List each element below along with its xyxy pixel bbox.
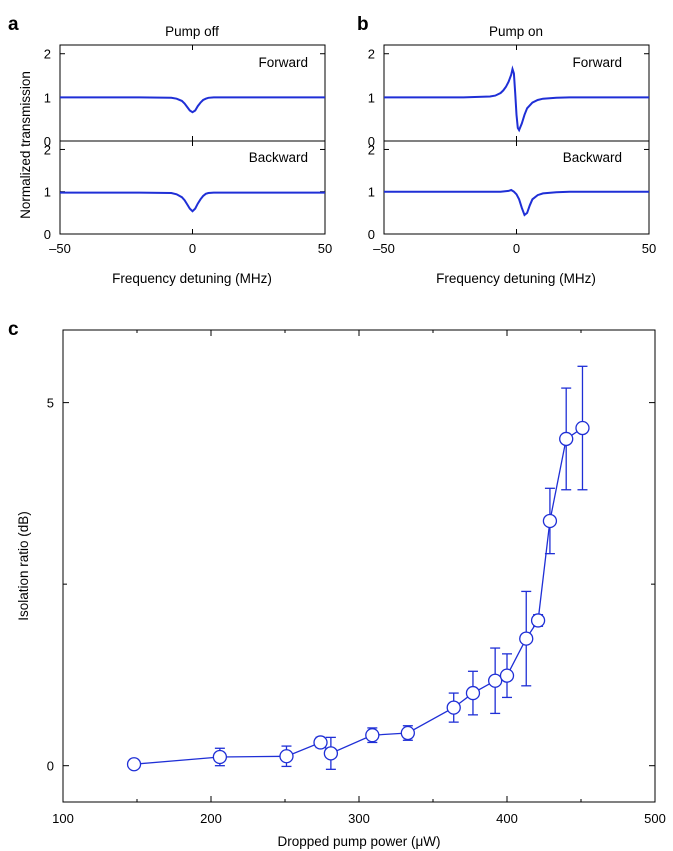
panel-b-forward-trace <box>384 65 649 133</box>
panel-b-backward-label: Backward <box>563 150 622 165</box>
panel-c: 100 200 300 400 500 0 5 Isolation ratio (dB) D… <box>16 329 666 849</box>
y-tick-label: 0 <box>47 759 54 774</box>
data-point <box>126 757 142 772</box>
data-point <box>575 420 590 436</box>
data-point <box>530 613 546 628</box>
panel-b-forward-ticks: 0 1 2 <box>368 45 650 149</box>
data-point <box>279 749 294 764</box>
panel-a-title: Pump off <box>165 24 219 39</box>
panel-b-title: Pump on <box>489 24 543 39</box>
panel-b-forward-label: Forward <box>572 55 622 70</box>
panel-label-b: b <box>357 14 369 35</box>
panel-c-xlabel: Dropped pump power (μW) <box>277 834 440 849</box>
y-tick-label: 1 <box>44 185 51 200</box>
x-tick-label: –50 <box>49 241 71 256</box>
panel-b-x-ticks: –50 0 50 <box>373 241 656 256</box>
data-point <box>465 685 481 701</box>
panel-a-x-ticks: –50 0 50 <box>49 241 332 256</box>
x-tick-label: 0 <box>189 241 196 256</box>
x-tick-label: 500 <box>644 811 666 826</box>
data-point <box>365 728 380 743</box>
data-point <box>446 700 461 715</box>
panel-a-forward-label: Forward <box>258 55 308 70</box>
panel-a-forward-trace <box>60 96 325 114</box>
data-point <box>559 431 574 447</box>
y-tick-label: 0 <box>368 227 375 242</box>
panel-label-a: a <box>8 14 19 35</box>
panel-a-backward-ticks: 0 1 2 <box>44 141 326 242</box>
y-tick-label: 2 <box>368 142 375 157</box>
data-point <box>313 735 328 750</box>
panel-c-ylabel: Isolation ratio (dB) <box>16 511 31 621</box>
data-point <box>488 673 503 688</box>
shared-ylabel-ab: Normalized transmission <box>18 71 33 219</box>
panel-b-xlabel: Frequency detuning (MHz) <box>436 271 596 286</box>
x-tick-label: 100 <box>52 811 74 826</box>
y-tick-label: 1 <box>368 90 375 105</box>
y-tick-label: 0 <box>44 227 51 242</box>
x-tick-label: 50 <box>642 241 656 256</box>
panel-c-errorbars <box>129 365 588 770</box>
panel-a: Pump off 012 012 Forward Backward –50 0 50… <box>44 24 332 286</box>
x-tick-label: 0 <box>513 241 520 256</box>
data-point <box>400 725 415 741</box>
y-tick-label: 0 <box>44 134 51 149</box>
x-tick-label: 400 <box>496 811 518 826</box>
x-tick-label: 200 <box>200 811 222 826</box>
y-tick-label: 0 <box>368 134 375 149</box>
panel-a-backward-trace <box>60 191 325 213</box>
y-tick-label: 5 <box>47 396 54 411</box>
data-point <box>212 749 228 765</box>
y-tick-label: 1 <box>44 90 51 105</box>
data-point <box>499 668 515 683</box>
data-point <box>323 746 339 761</box>
panel-label-c: c <box>8 319 19 340</box>
x-tick-label: –50 <box>373 241 395 256</box>
data-point <box>542 513 558 529</box>
x-tick-label: 300 <box>348 811 370 826</box>
panel-b: Pump on 012 012 Forward Backward –50 0 50 … <box>368 24 656 286</box>
y-tick-label: 1 <box>368 185 375 200</box>
panel-c-ticks: 100 200 300 400 500 0 5 <box>47 330 666 826</box>
data-point <box>519 631 534 646</box>
panel-c-points <box>126 420 590 772</box>
x-tick-label: 50 <box>318 241 332 256</box>
y-tick-label: 2 <box>44 142 51 157</box>
panel-a-backward-label: Backward <box>249 150 308 165</box>
y-tick-label: 2 <box>368 47 375 62</box>
panel-b-backward-trace <box>384 188 649 217</box>
panel-c-connecting-line <box>133 427 583 765</box>
y-tick-label: 2 <box>44 47 51 62</box>
panel-a-xlabel: Frequency detuning (MHz) <box>112 271 272 286</box>
